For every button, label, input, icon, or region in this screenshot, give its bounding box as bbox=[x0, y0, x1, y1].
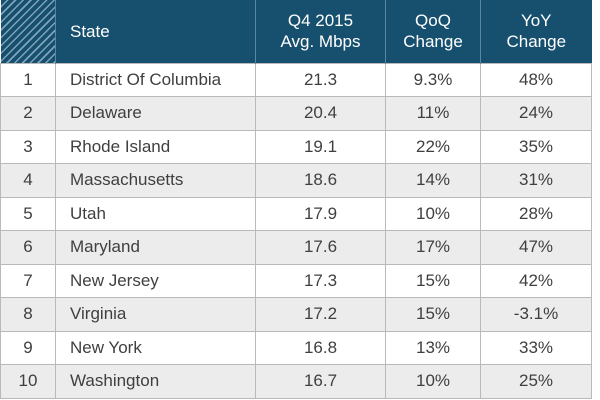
yoy-change-cell: 25% bbox=[480, 364, 592, 399]
qoq-change-cell: 10% bbox=[385, 364, 481, 399]
state-cell: Rhode Island bbox=[55, 129, 256, 164]
yoy-header-line2: Change bbox=[506, 32, 567, 52]
rank-cell: 6 bbox=[0, 230, 56, 265]
rank-header-hatch bbox=[0, 0, 56, 63]
yoy-change-cell: 47% bbox=[480, 230, 592, 265]
rank-cell: 5 bbox=[0, 196, 56, 231]
rank-cell: 4 bbox=[0, 163, 56, 198]
state-cell: Virginia bbox=[55, 297, 256, 332]
speed-cell: 20.4 bbox=[255, 96, 386, 131]
rank-cell: 10 bbox=[0, 364, 56, 399]
speed-column-header: Q4 2015 Avg. Mbps bbox=[255, 0, 386, 63]
table-row: 1 District Of Columbia 21.3 9.3% 48% bbox=[0, 62, 592, 97]
qoq-change-cell: 14% bbox=[385, 163, 481, 198]
speed-cell: 17.6 bbox=[255, 230, 386, 265]
table-row: 4 Massachusetts 18.6 14% 31% bbox=[0, 163, 592, 198]
yoy-header-line1: YoY bbox=[520, 11, 552, 31]
qoq-header-line2: Change bbox=[403, 32, 463, 52]
speed-cell: 21.3 bbox=[255, 62, 386, 97]
yoy-change-cell: 28% bbox=[480, 196, 592, 231]
speed-cell: 17.3 bbox=[255, 263, 386, 298]
qoq-change-cell: 11% bbox=[385, 96, 481, 131]
yoy-change-cell: 33% bbox=[480, 330, 592, 365]
qoq-change-cell: 13% bbox=[385, 330, 481, 365]
speed-header-line1: Q4 2015 bbox=[287, 11, 354, 31]
state-cell: New York bbox=[55, 330, 256, 365]
speed-cell: 18.6 bbox=[255, 163, 386, 198]
state-cell: Washington bbox=[55, 364, 256, 399]
speed-cell: 16.8 bbox=[255, 330, 386, 365]
qoq-change-cell: 15% bbox=[385, 297, 481, 332]
table-row: 8 Virginia 17.2 15% -3.1% bbox=[0, 297, 592, 332]
rank-cell: 2 bbox=[0, 96, 56, 131]
table-row: 5 Utah 17.9 10% 28% bbox=[0, 196, 592, 231]
speed-cell: 16.7 bbox=[255, 364, 386, 399]
speed-cell: 17.2 bbox=[255, 297, 386, 332]
state-cell: Delaware bbox=[55, 96, 256, 131]
speed-cell: 17.9 bbox=[255, 196, 386, 231]
qoq-header-line1: QoQ bbox=[415, 11, 451, 31]
rank-cell: 9 bbox=[0, 330, 56, 365]
table-header-row: State Q4 2015 Avg. Mbps QoQ Change YoY C… bbox=[0, 0, 592, 63]
yoy-change-cell: 31% bbox=[480, 163, 592, 198]
table-row: 6 Maryland 17.6 17% 47% bbox=[0, 230, 592, 265]
yoy-change-cell: 35% bbox=[480, 129, 592, 164]
state-cell: Maryland bbox=[55, 230, 256, 265]
rank-cell: 8 bbox=[0, 297, 56, 332]
table-body: 1 District Of Columbia 21.3 9.3% 48% 2 Delawar… bbox=[0, 62, 592, 399]
table-row: 2 Delaware 20.4 11% 24% bbox=[0, 96, 592, 131]
rank-cell: 1 bbox=[0, 62, 56, 97]
state-column-header: State bbox=[55, 0, 256, 63]
speed-cell: 19.1 bbox=[255, 129, 386, 164]
state-cell: District Of Columbia bbox=[55, 62, 256, 97]
speed-header-line2: Avg. Mbps bbox=[280, 32, 361, 52]
qoq-change-cell: 9.3% bbox=[385, 62, 481, 97]
yoy-column-header: YoY Change bbox=[480, 0, 592, 63]
table-row: 3 Rhode Island 19.1 22% 35% bbox=[0, 129, 592, 164]
rank-cell: 3 bbox=[0, 129, 56, 164]
state-cell: New Jersey bbox=[55, 263, 256, 298]
state-cell: Utah bbox=[55, 196, 256, 231]
rank-cell: 7 bbox=[0, 263, 56, 298]
yoy-change-cell: 24% bbox=[480, 96, 592, 131]
qoq-change-cell: 10% bbox=[385, 196, 481, 231]
qoq-change-cell: 15% bbox=[385, 263, 481, 298]
table-row: 10 Washington 16.7 10% 25% bbox=[0, 364, 592, 399]
state-header-label: State bbox=[70, 21, 110, 41]
table-row: 9 New York 16.8 13% 33% bbox=[0, 330, 592, 365]
yoy-change-cell: -3.1% bbox=[480, 297, 592, 332]
qoq-change-cell: 22% bbox=[385, 129, 481, 164]
qoq-column-header: QoQ Change bbox=[385, 0, 481, 63]
yoy-change-cell: 42% bbox=[480, 263, 592, 298]
qoq-change-cell: 17% bbox=[385, 230, 481, 265]
table-row: 7 New Jersey 17.3 15% 42% bbox=[0, 263, 592, 298]
state-cell: Massachusetts bbox=[55, 163, 256, 198]
yoy-change-cell: 48% bbox=[480, 62, 592, 97]
